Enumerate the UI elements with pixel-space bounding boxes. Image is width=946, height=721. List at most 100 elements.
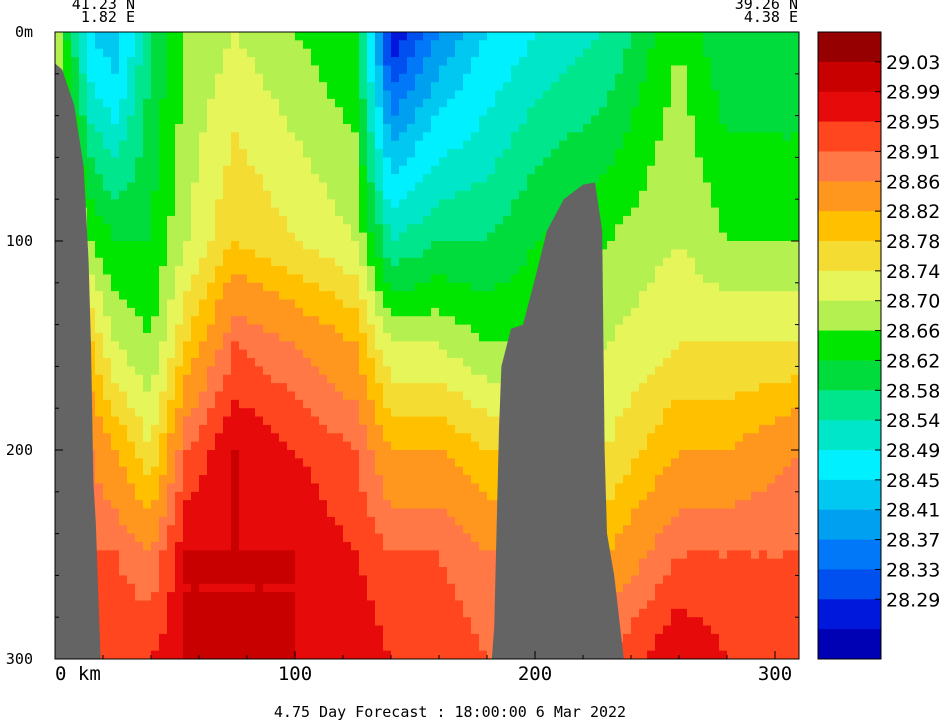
- field-cell: [327, 550, 336, 560]
- field-cell: [503, 182, 512, 192]
- field-cell: [183, 516, 192, 526]
- field-cell: [167, 491, 176, 501]
- field-cell: [463, 215, 472, 225]
- field-cell: [207, 107, 216, 117]
- field-cell: [303, 516, 312, 526]
- field-cell: [135, 366, 144, 376]
- field-cell: [399, 299, 408, 309]
- field-cell: [295, 500, 304, 510]
- field-cell: [55, 40, 64, 50]
- field-cell: [87, 165, 96, 175]
- field-cell: [391, 608, 400, 618]
- field-cell: [343, 458, 352, 468]
- field-cell: [327, 332, 336, 342]
- field-cell: [487, 82, 496, 92]
- field-cell: [135, 149, 144, 158]
- field-cell: [375, 383, 384, 393]
- field-cell: [199, 249, 208, 259]
- field-cell: [215, 458, 224, 468]
- field-cell: [271, 466, 280, 476]
- field-cell: [519, 241, 528, 250]
- field-cell: [183, 165, 192, 175]
- field-cell: [343, 383, 352, 393]
- field-cell: [151, 592, 160, 602]
- field-cell: [263, 257, 272, 267]
- field-cell: [255, 73, 264, 83]
- field-cell: [447, 207, 456, 217]
- field-cell: [399, 533, 408, 543]
- field-cell: [175, 132, 184, 142]
- field-cell: [119, 358, 128, 367]
- field-cell: [391, 525, 400, 535]
- field-cell: [199, 324, 208, 334]
- field-cell: [231, 57, 240, 67]
- field-cell: [439, 408, 448, 418]
- field-cell: [343, 466, 352, 476]
- field-cell: [367, 140, 376, 150]
- field-cell: [103, 441, 112, 451]
- field-cell: [135, 575, 144, 585]
- field-cell: [575, 182, 584, 192]
- field-cell: [271, 416, 280, 426]
- field-cell: [295, 332, 304, 342]
- field-cell: [207, 98, 216, 108]
- field-cell: [447, 600, 456, 610]
- field-cell: [151, 257, 160, 267]
- field-cell: [527, 32, 536, 41]
- field-cell: [167, 157, 176, 167]
- field-cell: [175, 140, 184, 150]
- field-cell: [359, 107, 368, 117]
- field-cell: [495, 57, 504, 67]
- field-cell: [223, 500, 232, 510]
- field-cell: [175, 391, 184, 401]
- field-cell: [207, 48, 216, 58]
- field-cell: [239, 366, 248, 376]
- field-cell: [407, 500, 416, 510]
- field-cell: [415, 332, 424, 342]
- field-cell: [215, 149, 224, 158]
- field-cell: [295, 525, 304, 535]
- field-cell: [407, 383, 416, 393]
- field-cell: [311, 157, 320, 167]
- field-cell: [111, 366, 120, 376]
- field-cell: [95, 274, 104, 284]
- field-cell: [399, 650, 408, 659]
- field-cell: [199, 567, 208, 576]
- field-cell: [199, 441, 208, 451]
- field-cell: [423, 40, 432, 50]
- field-cell: [463, 617, 472, 627]
- field-cell: [583, 123, 592, 133]
- field-cell: [255, 249, 264, 259]
- field-cell: [183, 567, 192, 576]
- field-cell: [335, 266, 344, 276]
- field-cell: [167, 149, 176, 158]
- field-cell: [311, 575, 320, 585]
- field-cell: [455, 441, 464, 451]
- field-cell: [551, 82, 560, 92]
- field-cell: [367, 558, 376, 568]
- field-cell: [311, 32, 320, 41]
- field-cell: [479, 366, 488, 376]
- field-cell: [271, 282, 280, 292]
- field-cell: [191, 307, 200, 317]
- field-cell: [119, 232, 128, 242]
- field-cell: [479, 408, 488, 418]
- field-cell: [423, 107, 432, 117]
- field-cell: [423, 32, 432, 41]
- field-cell: [367, 366, 376, 376]
- field-cell: [423, 508, 432, 518]
- field-cell: [119, 282, 128, 292]
- field-cell: [351, 40, 360, 50]
- field-cell: [143, 424, 152, 434]
- field-cell: [199, 525, 208, 535]
- field-cell: [103, 475, 112, 485]
- field-cell: [207, 324, 216, 334]
- field-cell: [119, 324, 128, 334]
- field-cell: [367, 550, 376, 560]
- field-cell: [111, 349, 120, 359]
- field-cell: [471, 199, 480, 209]
- field-cell: [247, 399, 256, 409]
- field-cell: [247, 433, 256, 443]
- field-cell: [455, 450, 464, 459]
- field-cell: [447, 149, 456, 158]
